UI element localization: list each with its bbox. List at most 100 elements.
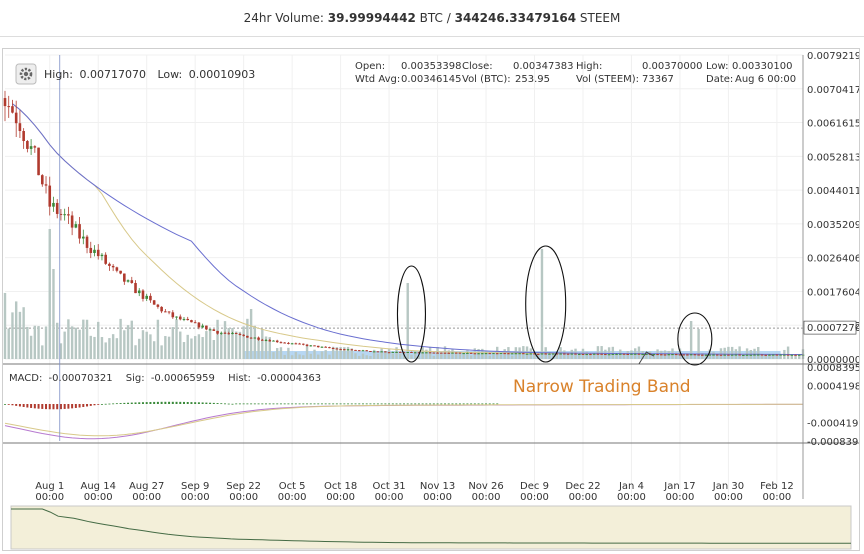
signal-value: -0.00065959 [151, 373, 215, 384]
macd-histogram-bar [294, 403, 297, 405]
candle-down [343, 349, 346, 351]
volume-bar [179, 331, 182, 359]
volume-label: 24hr Volume: [243, 11, 324, 25]
open-label: Open: [355, 61, 385, 72]
candle-up [618, 353, 622, 355]
candle-up [320, 346, 324, 348]
volume-bar [317, 354, 320, 359]
volume-bar [462, 353, 465, 359]
macd-histogram-bar [380, 403, 383, 405]
candle-down [287, 342, 290, 344]
macd-histogram-bar [235, 403, 238, 405]
candle-down [324, 346, 327, 348]
high-value: 0.00370000 [642, 61, 702, 72]
macd-histogram-bar [78, 404, 81, 408]
volume-bar [615, 354, 618, 359]
navigator-panel[interactable] [10, 505, 852, 550]
low-value: 0.00330100 [732, 61, 792, 72]
volume-bar [798, 353, 801, 359]
candle-down [223, 332, 227, 334]
macd-histogram-bar [410, 403, 413, 405]
volume-bar [160, 345, 163, 359]
volume-bar [399, 353, 402, 359]
volume-bar [11, 312, 14, 359]
x-tick-time: 00:00 [84, 492, 113, 503]
candle-down [686, 354, 689, 356]
candle-down [186, 318, 190, 321]
x-tick-date: Sep 9 [181, 481, 209, 492]
candle-down [596, 353, 600, 355]
macd-histogram-bar [138, 402, 141, 404]
candle-up [231, 332, 234, 334]
candle-down [48, 185, 52, 207]
volume-bar [361, 353, 365, 359]
y-tick-label: 0.0044011 [807, 186, 859, 197]
macd-histogram-bar [33, 404, 36, 409]
candle-down [149, 295, 152, 301]
candle-down [775, 354, 779, 356]
volume-bar [533, 351, 536, 359]
volume-bar [238, 331, 242, 359]
x-tick-date: Oct 5 [279, 481, 306, 492]
candle-down [663, 354, 667, 356]
macd-histogram-bar [302, 403, 305, 405]
candle-up [779, 354, 782, 356]
candle-down [78, 224, 81, 239]
candle-down [18, 123, 22, 132]
x-tick-time: 00:00 [423, 492, 452, 503]
candle-up [484, 353, 488, 355]
y-tick-label: 0.0079219 [807, 51, 859, 62]
x-tick-date: Nov 26 [468, 481, 503, 492]
candle-up [790, 354, 794, 356]
candle-up [395, 351, 398, 353]
chart-frame[interactable]: Aug 1 00:00 Aug 14 00:00 Aug 27 00:00 Sep 9 00:… [2, 48, 864, 551]
volume-bar [313, 349, 316, 359]
volume-bar [592, 352, 596, 359]
x-tick-time: 00:00 [35, 492, 64, 503]
candle-down [402, 352, 406, 354]
volume-bar [682, 355, 685, 359]
volume-bar [182, 342, 186, 359]
volume-bar [190, 338, 193, 359]
navigator-line [11, 508, 851, 544]
volume-bar [242, 326, 245, 359]
candle-down [339, 349, 342, 351]
y-tick-label: 0.0061615 [807, 119, 859, 130]
volume-bar [410, 354, 413, 359]
macd-histogram-bar [447, 403, 450, 405]
volume-bar [693, 353, 697, 359]
settings-button[interactable] [15, 63, 37, 85]
volume-bar [704, 353, 708, 359]
macd-histogram-bar [112, 403, 115, 405]
macd-histogram-bar [436, 403, 439, 405]
y-tick-label: 0.0035209 [807, 220, 859, 231]
macd-histogram-bar [86, 404, 89, 407]
volume-bar [141, 330, 145, 359]
candle-up [753, 354, 756, 356]
candle-down [365, 350, 369, 352]
volume-bar [488, 355, 491, 359]
x-tick-time: 00:00 [472, 492, 501, 503]
candle-up [100, 254, 104, 257]
candle-down [469, 352, 473, 354]
volume-bar [223, 321, 227, 359]
macd-histogram-bar [127, 402, 130, 404]
volume-bar [600, 346, 603, 359]
macd-histogram-bar [432, 403, 435, 405]
candle-down [682, 354, 685, 356]
macd-histogram-bar [403, 403, 405, 405]
macd-histogram-bar [246, 403, 249, 405]
volume-bar [387, 349, 391, 359]
candle-up [372, 351, 376, 353]
volume-bar [67, 319, 70, 359]
candle-down [178, 316, 182, 320]
macd-histogram-bar [253, 403, 256, 405]
candle-up [633, 353, 637, 355]
macd-histogram-bar [496, 403, 499, 405]
volume-bar [466, 350, 469, 359]
volume-bar [93, 336, 96, 359]
volume-bar [264, 336, 268, 359]
volume-bar [551, 353, 555, 359]
volume-bar [328, 354, 331, 359]
